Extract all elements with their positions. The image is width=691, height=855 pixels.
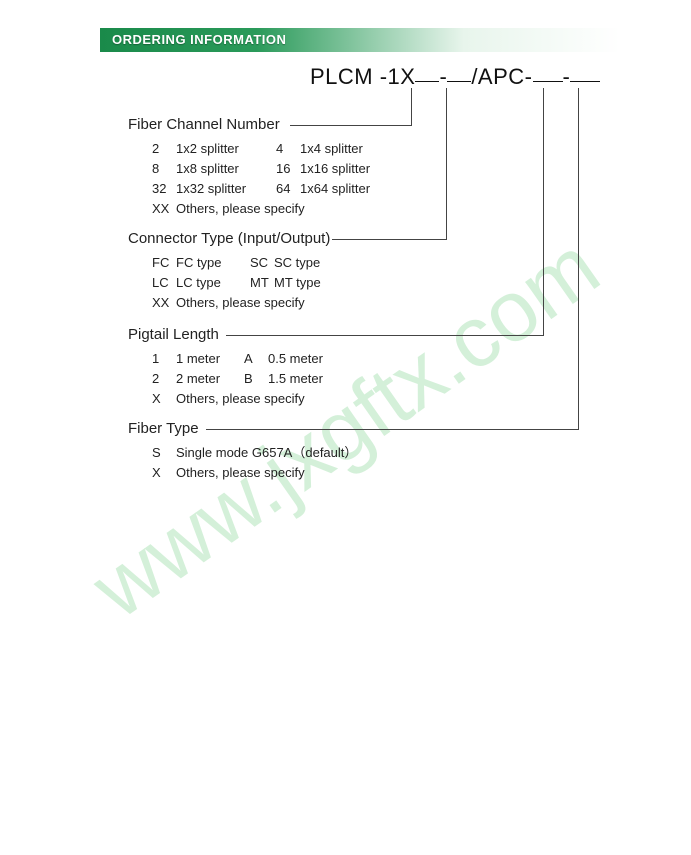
option-code: LC	[152, 273, 176, 293]
option-desc: Single mode G657A（default）	[176, 443, 376, 463]
option-desc: 1x4 splitter	[300, 139, 363, 159]
option-grid: 11 meterA0.5 meter22 meterB1.5 meterXOth…	[152, 349, 323, 409]
option-desc: 1x16 splitter	[300, 159, 370, 179]
option-code: X	[152, 463, 176, 483]
part-mid: /APC-	[471, 64, 532, 89]
option-row: XOthers, please specify	[152, 389, 323, 409]
section-title-line	[290, 125, 412, 126]
option-row: SSingle mode G657A（default）	[152, 443, 376, 463]
option-desc: 1x64 splitter	[300, 179, 370, 199]
section-title: Fiber Channel Number	[128, 116, 280, 133]
option-row: 22 meter B1.5 meter	[152, 369, 323, 389]
blank-pigtail	[533, 60, 563, 82]
option-row: XXOthers, please specify	[152, 199, 370, 219]
option-desc: 1.5 meter	[268, 369, 323, 389]
option-desc: Others, please specify	[176, 389, 230, 409]
option-code: 8	[152, 159, 176, 179]
option-grid: 21x2 splitter41x4 splitter81x8 splitter1…	[152, 139, 370, 219]
blank-fiber	[570, 60, 600, 82]
option-row: LCLC type MTMT type	[152, 273, 330, 293]
bracket-vline-0	[411, 88, 412, 125]
ordering-info-header: ORDERING INFORMATION	[100, 28, 620, 52]
option-desc: 1x8 splitter	[176, 159, 262, 179]
section-0: Fiber Channel Number 21x2 splitter 41x4 sp…	[128, 116, 370, 219]
option-code: 16	[276, 159, 300, 179]
option-code: XX	[152, 293, 176, 313]
option-row: FCFC type SCSC type	[152, 253, 330, 273]
bracket-vline-3	[578, 88, 579, 429]
section-2: Pigtail Length11 meterA0.5 meter22 meter…	[128, 326, 323, 409]
bracket-vline-1	[446, 88, 447, 239]
section-title-line	[206, 429, 579, 430]
bracket-vline-2	[543, 88, 544, 335]
blank-channel	[415, 60, 439, 82]
part-sep1: -	[439, 64, 447, 89]
option-row: 81x8 splitter 161x16 splitter	[152, 159, 370, 179]
option-code: X	[152, 389, 176, 409]
option-desc: Others, please specify	[176, 293, 236, 313]
option-code: 64	[276, 179, 300, 199]
option-code: 32	[152, 179, 176, 199]
part-prefix: PLCM -1X	[310, 64, 415, 89]
section-title: Pigtail Length	[128, 326, 219, 343]
section-title-line	[226, 335, 544, 336]
section-title-line	[332, 239, 447, 240]
option-desc: FC type	[176, 253, 236, 273]
option-desc: MT type	[274, 273, 321, 293]
option-desc: 1x32 splitter	[176, 179, 262, 199]
option-code: 2	[152, 369, 176, 389]
section-3: Fiber Type SSingle mode G657A（default）XOt…	[128, 420, 376, 483]
option-row: 21x2 splitter 41x4 splitter	[152, 139, 370, 159]
option-row: 321x32 splitter 641x64 splitter	[152, 179, 370, 199]
option-row: 11 meter A0.5 meter	[152, 349, 323, 369]
option-desc: LC type	[176, 273, 236, 293]
option-code: S	[152, 443, 176, 463]
option-grid: SSingle mode G657A（default）XOthers, plea…	[152, 443, 376, 483]
section-title: Connector Type (Input/Output)	[128, 230, 330, 247]
blank-connector	[447, 60, 471, 82]
option-code: A	[244, 349, 268, 369]
option-grid: FCFC typeSCSC typeLCLC typeMTMT typeXXOt…	[152, 253, 330, 313]
option-row: XXOthers, please specify	[152, 293, 330, 313]
part-sep2: -	[563, 64, 571, 89]
option-desc: Others, please specify	[176, 463, 376, 483]
option-desc: 2 meter	[176, 369, 230, 389]
option-code: 1	[152, 349, 176, 369]
part-number-template: PLCM -1X-/APC--	[310, 62, 600, 90]
option-desc: SC type	[274, 253, 320, 273]
option-code: B	[244, 369, 268, 389]
option-code: 4	[276, 139, 300, 159]
option-code: SC	[250, 253, 274, 273]
section-title: Fiber Type	[128, 420, 199, 437]
option-code: MT	[250, 273, 274, 293]
option-desc: 1 meter	[176, 349, 230, 369]
section-1: Connector Type (Input/Output) FCFC type SC…	[128, 230, 330, 313]
option-desc: 0.5 meter	[268, 349, 323, 369]
option-code: 2	[152, 139, 176, 159]
option-row: XOthers, please specify	[152, 463, 376, 483]
option-desc: 1x2 splitter	[176, 139, 262, 159]
option-code: XX	[152, 199, 176, 219]
option-code: FC	[152, 253, 176, 273]
option-desc: Others, please specify	[176, 199, 262, 219]
